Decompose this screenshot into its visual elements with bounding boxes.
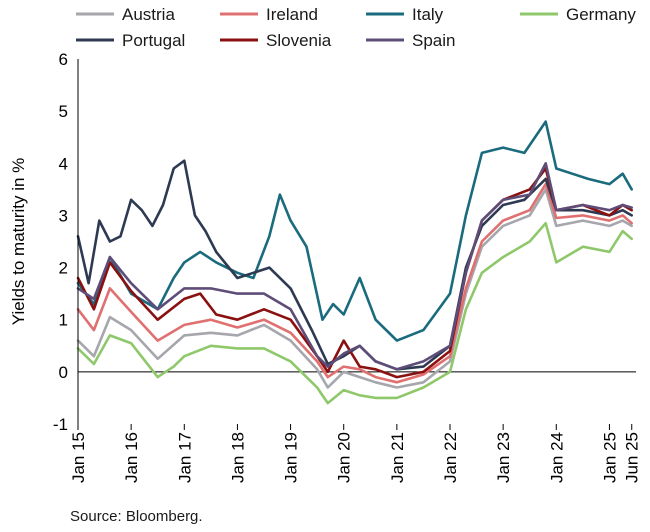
x-tick-label: Jan 21 xyxy=(388,432,407,483)
y-axis-title: Yields to maturity in % xyxy=(9,158,28,326)
legend-label-portugal: Portugal xyxy=(122,31,185,50)
y-tick-label: 1 xyxy=(59,311,68,330)
x-tick-label: Jan 25 xyxy=(600,432,619,483)
y-tick-label: 0 xyxy=(59,363,68,382)
legend-label-austria: Austria xyxy=(122,5,175,24)
y-tick-label: 2 xyxy=(59,259,68,278)
x-tick-label: Jan 17 xyxy=(175,432,194,483)
x-tick-label: Jan 22 xyxy=(441,432,460,483)
x-tick-label: Jan 20 xyxy=(335,432,354,483)
x-tick-label: Jan 23 xyxy=(494,432,513,483)
x-tick-label: Jan 24 xyxy=(547,432,566,483)
source-note: Source: Bloomberg. xyxy=(70,508,203,525)
x-tick-label: Jun 25 xyxy=(623,432,642,483)
x-axis: Jan 15 Jan 16 Jan 17 Jan 18 Jan 19 Jan 20 Jan … xyxy=(69,424,642,483)
y-tick-label: 5 xyxy=(59,102,68,121)
y-tick-label: 4 xyxy=(59,154,68,173)
x-tick-label: Jan 19 xyxy=(282,432,301,483)
legend: Austria Ireland Italy Germany Portugal Sloven… xyxy=(76,5,636,50)
legend-label-ireland: Ireland xyxy=(266,5,318,24)
x-tick-label: Jan 18 xyxy=(228,432,247,483)
legend-label-germany: Germany xyxy=(566,5,636,24)
legend-label-slovenia: Slovenia xyxy=(266,31,332,50)
series-lines xyxy=(76,120,633,405)
y-tick-label: 3 xyxy=(59,206,68,225)
y-tick-label: 6 xyxy=(59,50,68,69)
legend-label-spain: Spain xyxy=(412,31,455,50)
y-tick-label: -1 xyxy=(53,415,68,434)
series-line-ireland xyxy=(76,182,633,384)
x-tick-label: Jan 15 xyxy=(69,432,88,483)
x-tick-label: Jan 16 xyxy=(122,432,141,483)
y-axis: -1 0 1 2 3 4 5 6 xyxy=(53,50,79,434)
series-line-austria xyxy=(76,188,633,389)
series-line-portugal xyxy=(76,159,633,371)
series-line-italy xyxy=(76,120,633,342)
legend-label-italy: Italy xyxy=(412,5,444,24)
series-line-spain xyxy=(76,162,633,371)
series-line-germany xyxy=(76,221,633,405)
